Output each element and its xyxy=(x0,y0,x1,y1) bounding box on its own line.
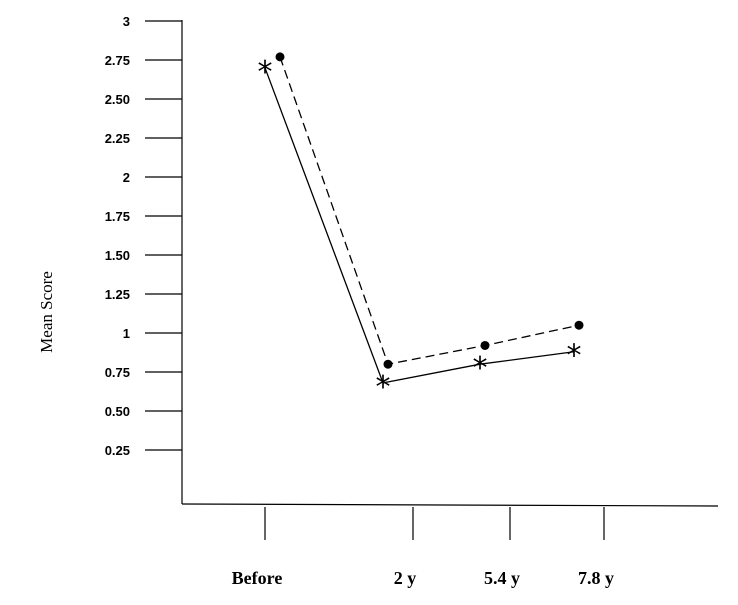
series-line-dashed xyxy=(279,56,580,365)
y-ticks: 3 2.75 2.50 2.25 2 1.75 1.50 1.25 1 0.75 0.50 0.25 xyxy=(105,14,182,458)
series-solid: * * * * xyxy=(258,55,582,405)
x-axis: Before 2 y 5.4 y 7.8 y xyxy=(181,503,719,588)
data-point-asterisk: * xyxy=(473,351,488,386)
y-tick-label: 1 xyxy=(123,326,130,341)
y-tick-label: 2.50 xyxy=(105,92,130,107)
y-tick-label: 1.25 xyxy=(105,287,130,302)
data-point-asterisk: * xyxy=(567,339,582,374)
y-tick-label: 1.50 xyxy=(105,248,130,263)
data-point-dot xyxy=(574,320,584,330)
data-point-dot xyxy=(275,52,285,62)
series-layer: * * * * xyxy=(258,52,584,405)
data-point-asterisk: * xyxy=(258,55,273,90)
x-tick-label: 7.8 y xyxy=(578,568,614,588)
y-axis-title: Mean Score xyxy=(37,271,56,353)
series-line-solid xyxy=(264,67,575,384)
y-tick-label: 0.25 xyxy=(105,443,130,458)
y-tick-label: 2.25 xyxy=(105,131,130,146)
y-tick-label: 2 xyxy=(123,170,130,185)
x-ticks: Before 2 y 5.4 y 7.8 y xyxy=(232,507,614,588)
series-dashed xyxy=(275,52,584,369)
y-tick-label: 3 xyxy=(123,14,130,29)
data-point-asterisk: * xyxy=(376,370,391,405)
x-tick-label: 5.4 y xyxy=(484,568,520,588)
y-tick-label: 0.75 xyxy=(105,365,130,380)
x-axis-line xyxy=(181,503,719,507)
y-axis: 3 2.75 2.50 2.25 2 1.75 1.50 1.25 1 0.75 0.50 0.25 xyxy=(105,14,183,504)
y-tick-label: 2.75 xyxy=(105,53,130,68)
data-point-dot xyxy=(383,359,393,369)
y-tick-label: 1.75 xyxy=(105,209,130,224)
x-tick-label: 2 y xyxy=(394,568,417,588)
x-tick-label: Before xyxy=(232,568,283,588)
y-tick-label: 0.50 xyxy=(105,404,130,419)
data-point-dot xyxy=(480,340,490,350)
